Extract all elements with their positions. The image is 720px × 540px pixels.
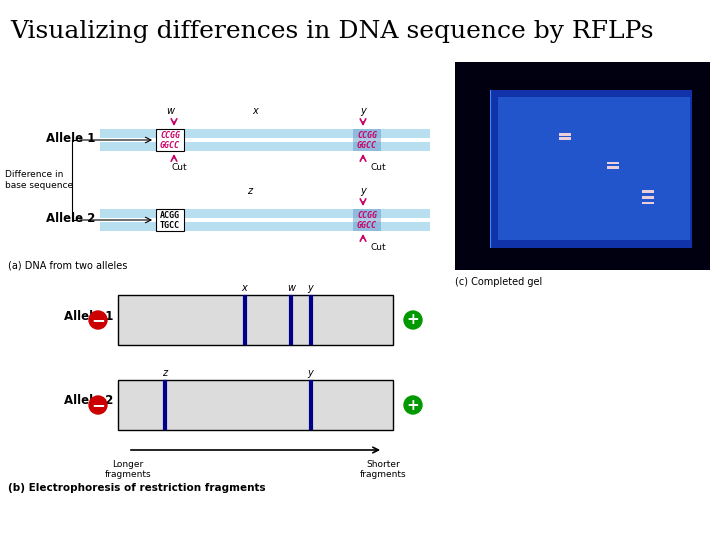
Bar xyxy=(455,62,710,270)
Text: y: y xyxy=(307,368,313,378)
Bar xyxy=(100,142,430,151)
Text: Allele 2: Allele 2 xyxy=(63,395,113,408)
Text: (a) DNA from two alleles: (a) DNA from two alleles xyxy=(8,260,127,270)
Bar xyxy=(559,133,571,136)
Text: w: w xyxy=(287,283,295,293)
Text: −: − xyxy=(91,311,105,329)
Text: y: y xyxy=(307,283,313,293)
Text: TGCC: TGCC xyxy=(160,220,180,230)
Text: (c) Completed gel: (c) Completed gel xyxy=(455,277,542,287)
Bar xyxy=(642,196,654,199)
Bar xyxy=(455,62,490,270)
Text: Cut: Cut xyxy=(370,163,386,172)
Circle shape xyxy=(404,311,422,329)
Text: z: z xyxy=(248,186,253,196)
Bar xyxy=(353,129,381,151)
Text: CCGG: CCGG xyxy=(160,131,180,139)
Text: GGCC: GGCC xyxy=(357,220,377,230)
Bar xyxy=(642,190,654,193)
Text: w: w xyxy=(166,106,174,116)
Text: GGCC: GGCC xyxy=(357,140,377,150)
Text: y: y xyxy=(360,186,366,196)
Text: x: x xyxy=(242,283,248,293)
Text: CCGG: CCGG xyxy=(357,211,377,219)
Text: Visualizing differences in DNA sequence by RFLPs: Visualizing differences in DNA sequence … xyxy=(10,20,654,43)
Text: Difference in
base sequence: Difference in base sequence xyxy=(5,170,73,190)
Bar xyxy=(455,62,710,90)
Bar xyxy=(100,129,430,138)
Text: (b) Electrophoresis of restriction fragments: (b) Electrophoresis of restriction fragm… xyxy=(8,483,266,493)
Text: x: x xyxy=(252,106,258,116)
Text: +: + xyxy=(407,313,419,327)
Bar xyxy=(692,62,710,270)
Text: GGCC: GGCC xyxy=(160,140,180,150)
Bar xyxy=(607,166,619,168)
Text: Allele 1: Allele 1 xyxy=(45,132,95,145)
Text: Allele 1: Allele 1 xyxy=(63,309,113,322)
Bar xyxy=(607,161,619,164)
Bar xyxy=(642,202,654,204)
Bar xyxy=(100,209,430,218)
Bar xyxy=(455,62,710,270)
Bar xyxy=(455,248,710,270)
Bar xyxy=(156,209,184,231)
Text: Allele 2: Allele 2 xyxy=(45,213,95,226)
Circle shape xyxy=(404,396,422,414)
Bar xyxy=(118,295,393,345)
Circle shape xyxy=(89,396,107,414)
Bar xyxy=(498,97,690,240)
Circle shape xyxy=(89,311,107,329)
Text: −: − xyxy=(91,396,105,414)
Text: z: z xyxy=(162,368,167,378)
Text: Longer
fragments: Longer fragments xyxy=(104,460,151,480)
Text: CCGG: CCGG xyxy=(357,131,377,139)
Bar xyxy=(118,380,393,430)
Text: Shorter
fragments: Shorter fragments xyxy=(360,460,406,480)
Bar xyxy=(353,209,381,231)
Text: +: + xyxy=(407,397,419,413)
Bar xyxy=(490,87,695,250)
Bar xyxy=(156,129,184,151)
Text: Cut: Cut xyxy=(370,242,386,252)
Bar xyxy=(100,222,430,231)
Text: ACGG: ACGG xyxy=(160,211,180,219)
Text: Cut: Cut xyxy=(171,163,186,172)
Text: y: y xyxy=(360,106,366,116)
Bar xyxy=(559,137,571,140)
